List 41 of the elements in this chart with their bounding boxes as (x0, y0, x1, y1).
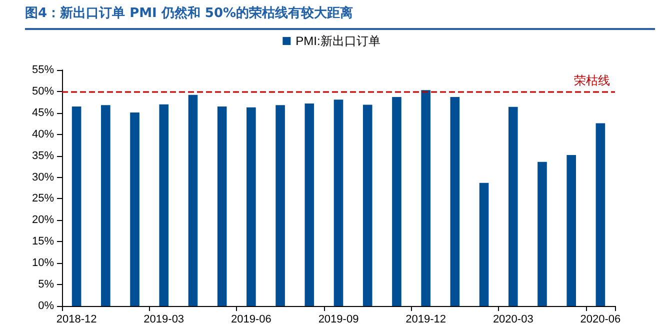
bar (421, 90, 430, 306)
bar (479, 182, 489, 306)
y-tick-label: 45% (32, 106, 54, 119)
y-tick-label: 10% (32, 257, 54, 270)
x-tick-label: 2020-06 (580, 314, 621, 326)
x-tick-label: 2018-12 (56, 314, 97, 326)
ref-line-label: 荣枯线 (574, 73, 610, 88)
y-tick-label: 30% (32, 171, 54, 184)
x-tick-label: 2019-03 (144, 314, 184, 326)
x-tick-label: 2019-06 (230, 314, 272, 326)
y-tick-label: 50% (32, 85, 54, 98)
bar (72, 106, 82, 306)
bar (538, 162, 547, 306)
bar (159, 104, 169, 306)
bar (508, 106, 518, 306)
legend-label: PMI:新出口订单 (296, 34, 380, 48)
bar (188, 94, 198, 306)
bar (101, 105, 110, 306)
x-tick-label: 2019-12 (406, 314, 446, 326)
bar (304, 103, 314, 306)
y-tick-label: 15% (32, 236, 54, 248)
bar (566, 154, 576, 306)
bar (450, 97, 460, 306)
y-tick-label: 0% (38, 300, 54, 312)
chart-title: 图4：新出口订单 PMI 仍然和 50%的荣枯线有较大距离 (25, 4, 655, 30)
bar (392, 97, 402, 306)
x-tick-label: 2019-09 (318, 314, 359, 326)
y-tick-label: 5% (38, 278, 54, 291)
y-tick-label: 35% (32, 150, 54, 162)
y-tick-label: 40% (32, 128, 54, 140)
y-tick-label: 20% (32, 214, 54, 226)
bar (276, 105, 285, 306)
bar (362, 104, 372, 306)
y-tick-label: 55% (32, 64, 54, 76)
bar (596, 123, 606, 306)
x-tick-label: 2020-03 (492, 314, 534, 326)
bar (130, 112, 140, 306)
y-tick-label: 25% (32, 192, 54, 205)
bar (217, 106, 227, 306)
bar (334, 100, 344, 306)
bar (246, 107, 256, 306)
